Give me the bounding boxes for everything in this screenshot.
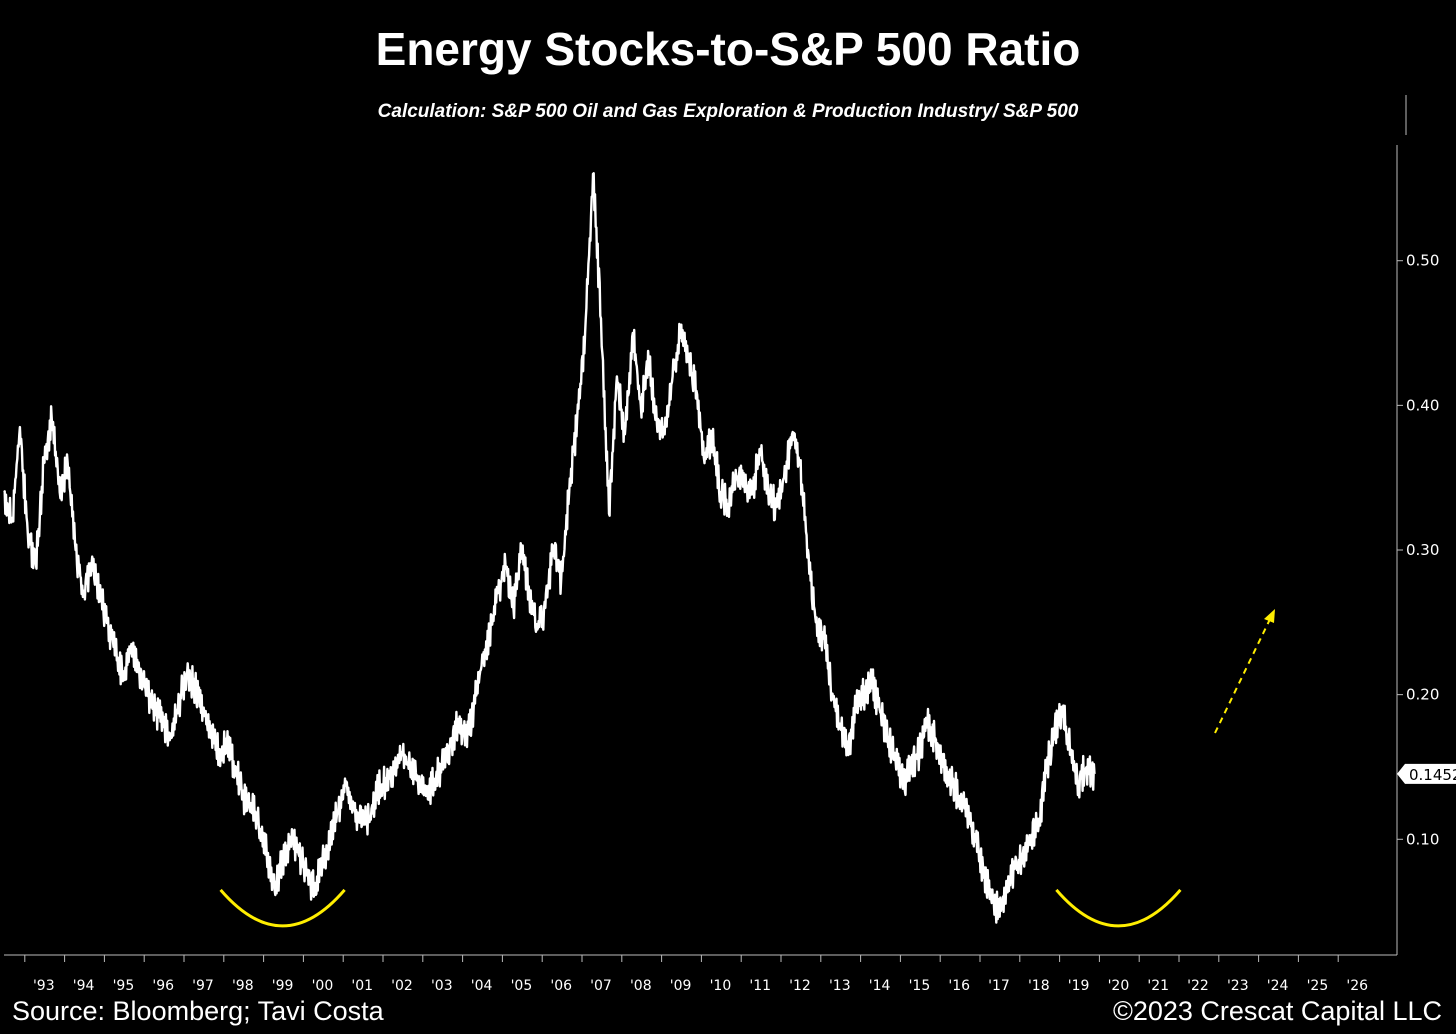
series xyxy=(3,172,1096,924)
x-tick-label: '08 xyxy=(630,978,652,994)
x-tick-label: '24 xyxy=(1267,978,1289,994)
x-tick-label: '04 xyxy=(471,978,493,994)
x-tick-label: '16 xyxy=(948,978,970,994)
trough-curve-annotation xyxy=(1055,888,1182,928)
x-tick-label: '97 xyxy=(192,978,214,994)
x-tick-label: '93 xyxy=(33,978,55,994)
y-tick-label: 0.50 xyxy=(1406,252,1439,270)
x-tick-label: '05 xyxy=(511,978,533,994)
x-tick-label: '19 xyxy=(1068,978,1090,994)
y-tick-label: 0.20 xyxy=(1406,686,1439,704)
x-tick-label: '98 xyxy=(232,978,254,994)
x-tick-label: '03 xyxy=(431,978,453,994)
x-tick-label: '13 xyxy=(829,978,851,994)
up-arrow-annotation xyxy=(1214,614,1273,734)
x-tick-label: '15 xyxy=(909,978,931,994)
x-tick-label: '94 xyxy=(73,978,95,994)
chart-subtitle: Calculation: S&P 500 Oil and Gas Explora… xyxy=(377,101,1079,122)
y-tick-label: 0.40 xyxy=(1406,396,1439,414)
axes xyxy=(4,95,1407,956)
arrow-head-icon xyxy=(1264,609,1275,623)
x-tick-label: '96 xyxy=(152,978,174,994)
last-value-box xyxy=(1397,763,1456,784)
x-tick-label: '07 xyxy=(590,978,612,994)
trough-curve-annotation xyxy=(219,888,346,928)
x-tick-label: '95 xyxy=(113,978,135,994)
x-tick-label: '99 xyxy=(272,978,294,994)
footer-copyright: ©2023 Crescat Capital LLC xyxy=(1112,996,1442,1026)
y-tick-label: 0.30 xyxy=(1406,541,1439,559)
x-tick-label: '00 xyxy=(312,978,334,994)
x-tick-label: '20 xyxy=(1108,978,1130,994)
x-tick-label: '02 xyxy=(391,978,413,994)
x-tick-label: '09 xyxy=(670,978,692,994)
x-tick-label: '10 xyxy=(710,978,732,994)
x-ticks: '93 '94 '95 '96 '97 '98 '99 '00 '01 '02 '03 '04 '05 '… xyxy=(24,955,1368,994)
x-tick-label: '06 xyxy=(550,978,572,994)
x-tick-label: '12 xyxy=(789,978,811,994)
annotations xyxy=(219,609,1275,928)
x-tick-label: '17 xyxy=(988,978,1010,994)
x-tick-label: '18 xyxy=(1028,978,1050,994)
y-tick-label: 0.10 xyxy=(1406,830,1439,848)
x-tick-label: '14 xyxy=(869,978,891,994)
x-tick-label: '22 xyxy=(1187,978,1209,994)
last-value-label: 0.1452 xyxy=(1409,766,1456,784)
x-tick-label: '26 xyxy=(1346,978,1368,994)
x-tick-label: '21 xyxy=(1147,978,1169,994)
y-ticks: 0.10 0.20 0.30 0.40 0.50 xyxy=(1397,252,1439,848)
x-tick-label: '23 xyxy=(1227,978,1249,994)
footer-source: Source: Bloomberg; Tavi Costa xyxy=(12,996,384,1026)
last-value-marker: 0.1452 xyxy=(1397,763,1456,784)
x-tick-label: '01 xyxy=(351,978,373,994)
x-tick-label: '11 xyxy=(749,978,771,994)
chart-title: Energy Stocks-to-S&P 500 Ratio xyxy=(375,23,1081,75)
x-tick-label: '25 xyxy=(1307,978,1329,994)
series-line xyxy=(3,172,1096,924)
